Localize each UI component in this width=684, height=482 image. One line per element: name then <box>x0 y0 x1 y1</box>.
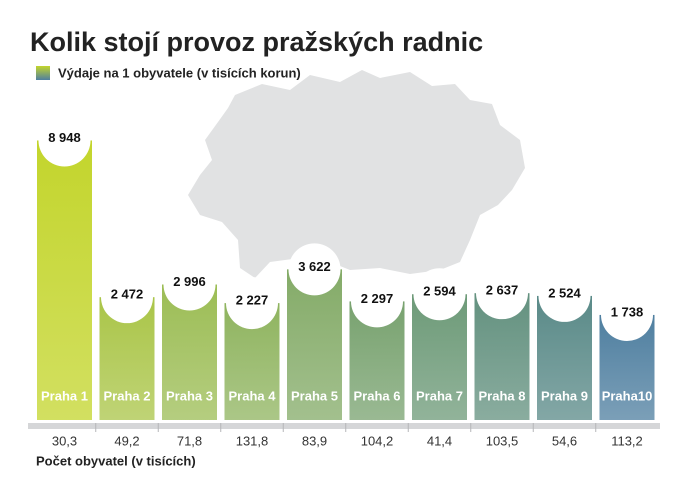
value-badge <box>351 275 403 328</box>
population-label: 104,2 <box>361 433 394 448</box>
value-badge <box>476 267 528 320</box>
value-label: 2 996 <box>173 274 206 289</box>
category-label: Praha 4 <box>229 388 277 403</box>
category-label: Praha 7 <box>416 388 463 403</box>
chart-title: Kolik stojí provoz pražských radnic <box>30 27 483 57</box>
value-badge <box>101 271 153 324</box>
population-label: 83,9 <box>302 433 327 448</box>
value-label: 2 524 <box>548 285 581 300</box>
value-label: 2 227 <box>236 293 269 308</box>
legend-swatch <box>36 66 50 80</box>
value-badge <box>601 288 653 341</box>
value-label: 2 637 <box>486 283 519 298</box>
value-badge <box>538 269 591 322</box>
population-label: 54,6 <box>552 433 577 448</box>
value-badge <box>38 114 91 167</box>
population-label: 49,2 <box>114 433 139 448</box>
value-badge <box>163 258 216 311</box>
population-label: 71,8 <box>177 433 202 448</box>
map-background <box>188 70 525 278</box>
legend-label: Výdaje na 1 obyvatele (v tisících korun) <box>58 65 301 80</box>
category-label: Praha 6 <box>354 388 401 403</box>
value-label: 2 297 <box>361 291 394 306</box>
population-label: 41,4 <box>427 433 452 448</box>
value-badge <box>288 243 341 296</box>
category-label: Praha 1 <box>41 388 88 403</box>
value-label: 8 948 <box>48 130 81 145</box>
value-badge <box>413 268 466 321</box>
value-label: 2 594 <box>423 284 456 299</box>
category-label: Praha 2 <box>104 388 151 403</box>
bar <box>37 140 92 420</box>
population-label: 113,2 <box>611 433 643 448</box>
category-label: Praha 3 <box>166 388 213 403</box>
value-label: 2 472 <box>111 287 144 302</box>
category-label: Praha 9 <box>541 388 588 403</box>
population-label: 103,5 <box>486 433 519 448</box>
value-badge <box>226 277 278 330</box>
population-label: 30,3 <box>52 433 77 448</box>
population-label: 131,8 <box>236 433 269 448</box>
value-label: 1 738 <box>611 304 644 319</box>
axis-band <box>28 423 660 429</box>
category-label: Praha10 <box>602 388 653 403</box>
category-label: Praha 8 <box>479 388 526 403</box>
category-label: Praha 5 <box>291 388 338 403</box>
population-title: Počet obyvatel (v tisících) <box>36 453 196 468</box>
value-label: 3 622 <box>298 259 331 274</box>
